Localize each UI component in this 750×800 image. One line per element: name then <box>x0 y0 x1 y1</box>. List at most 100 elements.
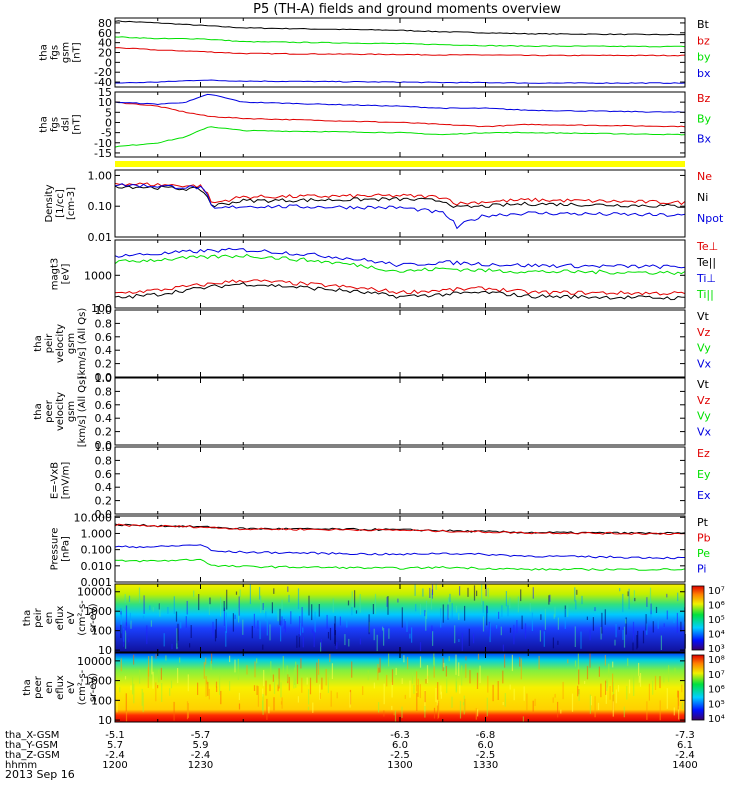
peer_eflux-texture <box>608 663 610 678</box>
peir_eflux-texture <box>167 607 169 614</box>
peir_eflux-texture <box>476 590 478 597</box>
peir_eflux-texture <box>513 624 515 645</box>
peir_eflux-texture <box>288 594 290 603</box>
peer_eflux-texture <box>469 670 471 684</box>
peer_eflux-texture <box>673 707 675 716</box>
peir_eflux-texture <box>524 623 527 639</box>
peir_eflux-ytick-label: 10000 <box>77 586 112 599</box>
temperature-series-Ti|| <box>114 253 686 276</box>
peer_eflux-texture <box>401 678 403 684</box>
pressure-ylabel-line: Pressure <box>50 528 61 571</box>
efield-legend-Ex: Ex <box>697 489 711 502</box>
peer_eflux-colorbar-label: 10⁴ <box>708 714 725 725</box>
peir_eflux-texture <box>308 595 310 616</box>
panel-temperature: 1000 100 magt3[eV] Te⊥ Te|| Ti⊥ Ti|| <box>50 239 718 315</box>
fgs_gsm-ytick-label: 60 <box>98 27 112 40</box>
peer_eflux-texture <box>476 672 479 689</box>
temperature-ytick-label: 1000 <box>84 269 112 282</box>
peir_eflux-texture <box>249 584 251 604</box>
peer_eflux-texture <box>391 669 394 685</box>
peer_eflux-texture <box>666 688 668 709</box>
peer_eflux-texture <box>307 706 310 711</box>
peer_eflux-texture <box>668 665 670 682</box>
temperature-ylabel-line: magt3 <box>50 258 61 291</box>
peir_eflux-texture <box>557 640 559 645</box>
peir_eflux-texture <box>163 633 165 647</box>
density-ylabel-line: [1/cc] <box>55 189 66 218</box>
peir_eflux-texture <box>487 588 489 598</box>
temperature-series-Te⊥ <box>114 279 686 296</box>
peer_eflux-texture <box>678 705 680 720</box>
peir_eflux-texture <box>632 642 634 651</box>
peir_eflux-texture <box>318 604 320 617</box>
panel-density: 1.00 0.10 0.01 Density[1/cc][cm-3] Ne Ni Npot <box>44 169 724 244</box>
peir_eflux-colorbar-label: 10³ <box>708 644 725 655</box>
peir_eflux-texture <box>473 585 476 601</box>
peer_eflux-texture <box>391 705 393 710</box>
peer_velocity-ytick-label: 0.2 <box>95 426 113 439</box>
peir_eflux-texture <box>564 609 566 629</box>
peir_eflux-texture <box>214 629 217 642</box>
peer_eflux-texture <box>628 679 631 694</box>
peir_eflux-texture <box>449 593 451 602</box>
peir_eflux-texture <box>549 594 551 602</box>
peir_eflux-texture <box>259 620 261 640</box>
peer_eflux-texture <box>594 696 596 718</box>
peer_eflux-texture <box>419 656 422 668</box>
ephem-value: 5.7 <box>107 740 123 751</box>
peir_eflux-texture <box>567 604 569 617</box>
peir_eflux-texture <box>649 587 652 604</box>
peir_eflux-texture <box>124 594 126 603</box>
peir_eflux-colorbar: 10⁷ 10⁶ 10⁵ 10⁴ 10³ <box>691 585 725 655</box>
peir_eflux-texture <box>604 609 606 625</box>
peer_eflux-texture <box>280 682 282 698</box>
peer_eflux-texture <box>300 658 302 669</box>
peir_eflux-texture <box>281 616 283 626</box>
peer_eflux-texture <box>554 693 556 698</box>
peer_eflux-texture <box>336 692 338 699</box>
peer_eflux-texture <box>203 662 205 679</box>
peer_velocity-ytick-label: 1.0 <box>95 372 113 385</box>
peir_eflux-texture <box>553 614 555 619</box>
peer_eflux-texture <box>379 657 381 673</box>
temperature-legend-Ti⊥: Ti⊥ <box>696 272 716 285</box>
peer_eflux-texture <box>605 680 607 695</box>
peer_eflux-texture <box>155 682 157 702</box>
pressure-series-Pe <box>114 558 686 571</box>
fgs_gsm-ylabel: thafgsgsm[nT] <box>39 42 83 63</box>
peer_eflux-texture <box>141 688 143 706</box>
peer_velocity-ytick-label: 0.4 <box>95 412 113 425</box>
peer_eflux-texture <box>277 684 279 692</box>
pressure-legend-Pi: Pi <box>697 563 706 576</box>
peer_eflux-texture <box>158 669 160 683</box>
peir_eflux-texture <box>348 638 350 647</box>
peer_eflux-texture <box>208 688 210 700</box>
peir_eflux-texture <box>257 620 259 629</box>
peer_velocity-legend-Vt: Vt <box>697 378 710 391</box>
peer_eflux-texture <box>309 677 312 695</box>
peir_eflux-texture <box>326 614 328 629</box>
peir_eflux-texture <box>320 642 322 652</box>
peer_eflux-texture <box>606 679 608 691</box>
peer_eflux-ylabel-line: peer <box>33 675 44 699</box>
peir_eflux-ylabel: thapeirenefluxeV(cm²-s-sr-eV) <box>22 600 99 636</box>
pressure-ylabel: Pressure[nPa] <box>50 528 72 571</box>
peir_eflux-texture <box>488 621 490 637</box>
fgs_gsm-ytick-label: -40 <box>94 76 112 89</box>
peir_velocity-legend-Vy: Vy <box>697 342 711 355</box>
peir_velocity-ytick-label: 0.0 <box>95 371 113 384</box>
peer_eflux-texture <box>256 685 258 695</box>
peir_eflux-texture <box>193 590 195 597</box>
peir_eflux-texture <box>520 589 522 602</box>
peer_eflux-texture <box>321 677 323 690</box>
peer_eflux-ytick-label: 10 <box>98 714 112 727</box>
peir_eflux-texture <box>401 607 403 628</box>
peir_eflux-texture <box>614 639 616 646</box>
peir_eflux-texture <box>239 589 241 598</box>
peir_eflux-texture <box>663 623 665 627</box>
peir_eflux-texture <box>177 628 179 648</box>
peir_eflux-texture <box>277 610 279 622</box>
peer_eflux-texture <box>330 690 332 707</box>
peer_eflux-texture <box>160 667 162 680</box>
peer_eflux-texture <box>294 667 296 685</box>
